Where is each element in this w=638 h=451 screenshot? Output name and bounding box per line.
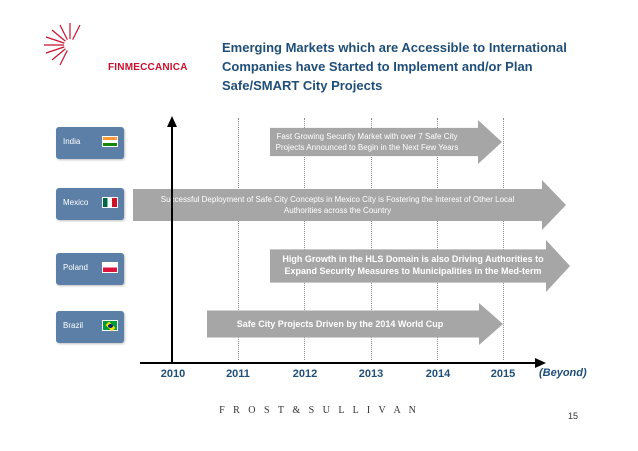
arrow-line: Fast Growing Security Market with over 7… <box>276 132 458 141</box>
mexico-arrow-text: Successful Deployment of Safe City Conce… <box>135 194 540 216</box>
year-label-beyond: (Beyond) <box>539 367 587 379</box>
country-box-poland: Poland <box>56 253 124 285</box>
poland-arrow-text: High Growth in the HLS Domain is also Dr… <box>272 253 554 277</box>
year-label-2014: 2014 <box>425 368 451 380</box>
finmeccanica-logo: FINMECCANICA <box>30 20 187 73</box>
year-label-2015: 2015 <box>490 368 516 380</box>
x-axis-arrowhead <box>535 358 546 368</box>
brazil-arrow-text: Safe City Projects Driven by the 2014 Wo… <box>209 318 471 330</box>
year-label-2010: 2010 <box>160 368 186 380</box>
gridline-2011 <box>238 118 239 360</box>
arrow-line: High Growth in the HLS Domain is also Dr… <box>282 254 544 264</box>
gridline-2013 <box>371 118 372 360</box>
brazil-flag-icon <box>102 320 118 331</box>
arrow-line: Successful Deployment of Safe City Conce… <box>160 195 515 204</box>
y-axis <box>171 126 173 364</box>
title-line: Companies have Started to Implement and/… <box>222 59 533 74</box>
country-label: Mexico <box>63 198 89 207</box>
country-label: Brazil <box>63 321 84 330</box>
mexico-flag-icon <box>102 197 118 208</box>
arrow-line: Projects Announced to Begin in the Next … <box>275 143 459 152</box>
frost-sullivan-brand: F R O S T & S U L L I V A N <box>219 405 419 416</box>
page-title: Emerging Markets which are Accessible to… <box>222 38 622 95</box>
country-label: India <box>63 137 81 146</box>
gridline-2015 <box>503 118 504 360</box>
country-label: Poland <box>63 263 88 272</box>
y-axis-arrowhead <box>167 116 177 127</box>
title-line: Emerging Markets which are Accessible to… <box>222 40 567 55</box>
country-box-india: India <box>56 127 124 159</box>
x-axis <box>140 362 536 364</box>
year-label-2013: 2013 <box>358 368 384 380</box>
page-number: 15 <box>568 411 579 421</box>
india-flag-icon <box>102 136 118 147</box>
year-label-2011: 2011 <box>226 368 250 380</box>
country-box-brazil: Brazil <box>56 311 124 343</box>
gridline-2014 <box>437 118 438 360</box>
gridline-2012 <box>304 118 305 360</box>
title-line: Safe/SMART City Projects <box>222 78 383 93</box>
logo-text: FINMECCANICA <box>108 62 188 73</box>
arrow-line: Expand Security Measures to Municipaliti… <box>284 266 542 276</box>
arrow-line: Safe City Projects Driven by the 2014 Wo… <box>236 319 444 329</box>
poland-flag-icon <box>102 262 118 273</box>
year-label-2012: 2012 <box>292 368 318 380</box>
arrow-line: Authorities across the Country <box>283 206 392 215</box>
finmeccanica-logo-icon <box>44 23 81 66</box>
logo-core <box>64 39 76 51</box>
country-box-mexico: Mexico <box>56 188 124 220</box>
india-arrow-text: Fast Growing Security Market with over 7… <box>272 131 462 153</box>
